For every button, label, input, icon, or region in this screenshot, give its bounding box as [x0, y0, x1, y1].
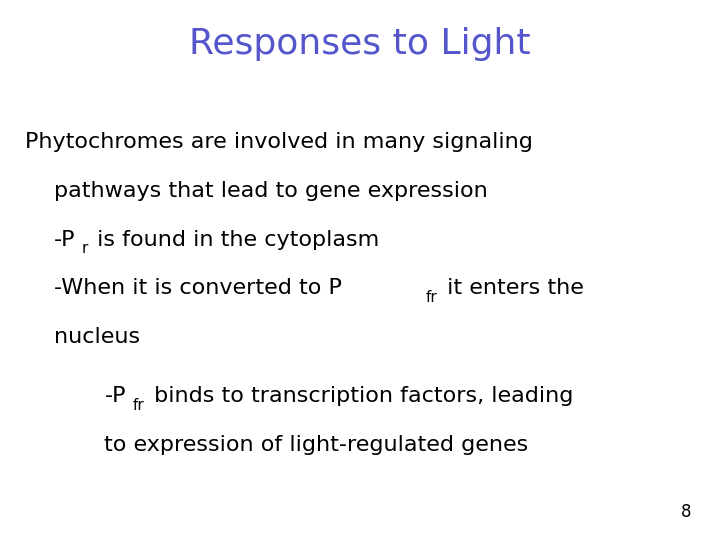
Text: fr: fr: [132, 398, 144, 413]
Text: is found in the cytoplasm: is found in the cytoplasm: [90, 230, 379, 249]
Text: 8: 8: [680, 503, 691, 521]
Text: it enters the: it enters the: [441, 278, 585, 298]
Text: -When it is converted to P: -When it is converted to P: [54, 278, 342, 298]
Text: binds to transcription factors, leading: binds to transcription factors, leading: [147, 386, 574, 406]
Text: -P: -P: [104, 386, 126, 406]
Text: nucleus: nucleus: [54, 327, 140, 347]
Text: -P: -P: [54, 230, 76, 249]
Text: Responses to Light: Responses to Light: [189, 27, 531, 61]
Text: to expression of light-regulated genes: to expression of light-regulated genes: [104, 435, 528, 455]
Text: Phytochromes are involved in many signaling: Phytochromes are involved in many signal…: [25, 132, 533, 152]
Text: fr: fr: [426, 290, 437, 305]
Text: pathways that lead to gene expression: pathways that lead to gene expression: [54, 181, 487, 201]
Text: r: r: [82, 241, 88, 256]
